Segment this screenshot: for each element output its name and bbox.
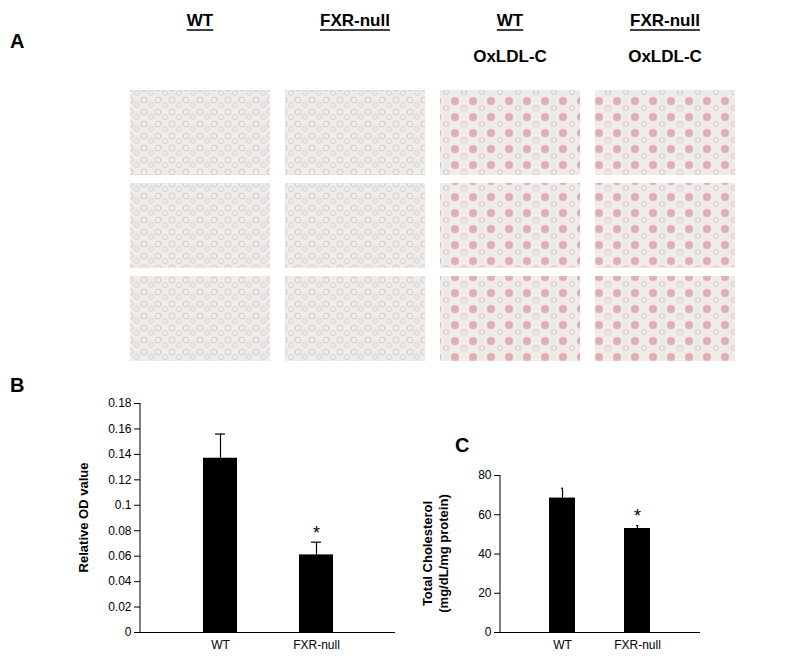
svg-text:20: 20 [478,586,492,600]
svg-text:0.18: 0.18 [108,396,132,410]
svg-text:OxLDL-C: OxLDL-C [473,47,547,66]
svg-text:0.16: 0.16 [108,422,132,436]
html-text:C: C [455,434,470,456]
svg-text:FXR-null: FXR-null [320,11,390,30]
svg-text:A: A [10,30,24,52]
svg-text:FXR-null: FXR-null [630,11,700,30]
svg-text:WT: WT [211,638,230,652]
svg-text:OxLDL-C: OxLDL-C [628,47,702,66]
svg-text:0.02: 0.02 [108,600,132,614]
svg-text:WT: WT [187,11,214,30]
svg-text:80: 80 [478,468,492,482]
svg-text:60: 60 [478,508,492,522]
svg-text:40: 40 [478,547,492,561]
svg-text:0.12: 0.12 [108,473,132,487]
svg-text:WT: WT [553,638,572,652]
svg-text:FXR-null: FXR-null [293,638,340,652]
svg-text:0.06: 0.06 [108,549,132,563]
svg-text:*: * [634,506,641,526]
svg-text:0.08: 0.08 [108,524,132,538]
svg-text:0: 0 [125,625,132,639]
svg-text:0.04: 0.04 [108,574,132,588]
svg-text:Total Cholesterol: Total Cholesterol [420,501,435,606]
svg-text:(mg/dL/mg protein): (mg/dL/mg protein) [436,494,451,612]
svg-text:Relative OD value: Relative OD value [76,463,91,573]
html-text:B: B [10,374,25,396]
svg-text:0: 0 [485,625,492,639]
svg-text:0.14: 0.14 [108,447,132,461]
svg-text:0.1: 0.1 [115,498,132,512]
svg-text:*: * [313,523,320,543]
svg-text:WT: WT [497,11,524,30]
svg-text:FXR-null: FXR-null [614,638,661,652]
